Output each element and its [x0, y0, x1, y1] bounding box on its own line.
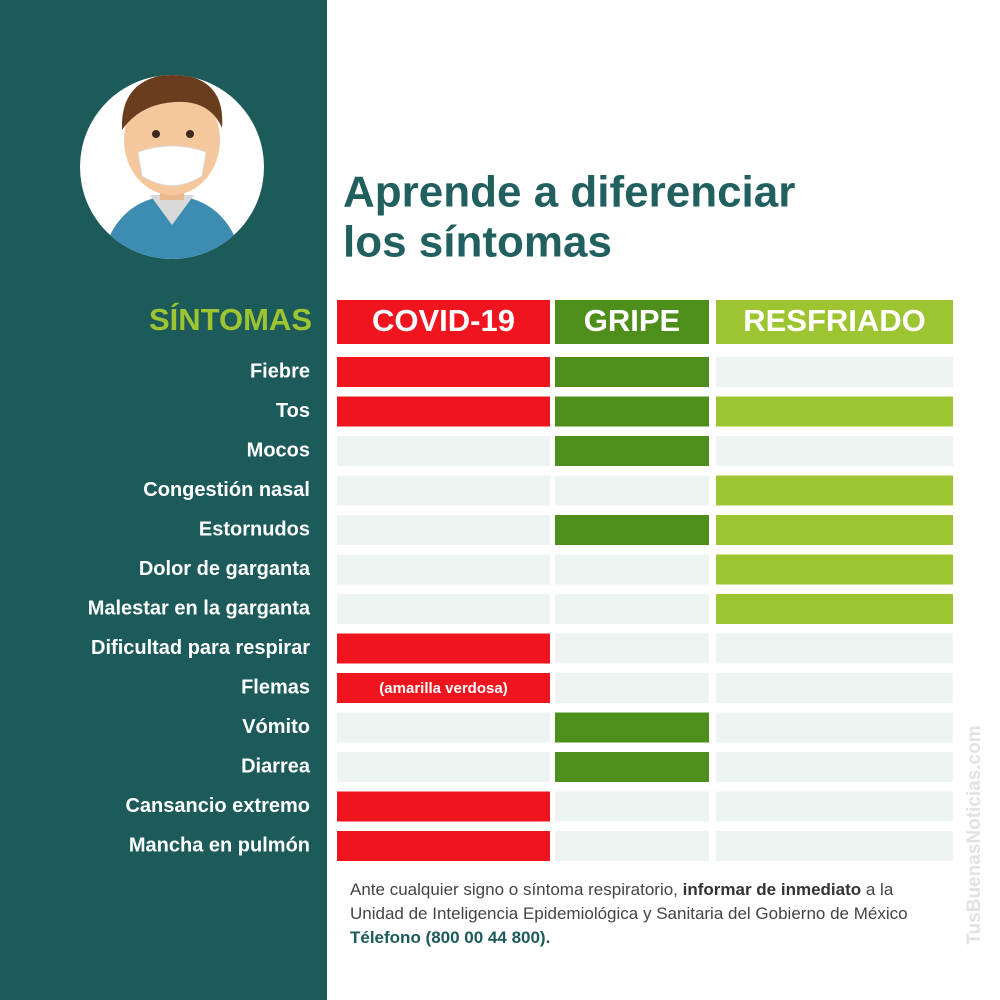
column-header: COVID-19 — [372, 303, 515, 338]
symptom-label: Tos — [276, 400, 310, 422]
cell — [337, 396, 550, 427]
row-header: SÍNTOMAS — [149, 302, 312, 337]
symptom-label: Mocos — [247, 439, 310, 461]
cell — [716, 515, 953, 545]
cell — [555, 791, 709, 822]
cell — [716, 673, 953, 703]
cell — [555, 633, 709, 664]
cell — [337, 712, 550, 743]
cell — [716, 396, 953, 427]
symptom-label: Fiebre — [250, 360, 310, 382]
cell — [555, 475, 709, 506]
cell-note: (amarilla verdosa) — [379, 680, 507, 697]
symptom-label: Vómito — [242, 716, 310, 738]
cell — [555, 831, 709, 861]
cell — [337, 515, 550, 545]
footer: Ante cualquier signo o síntoma respirato… — [350, 878, 925, 950]
column-header: RESFRIADO — [743, 303, 926, 338]
cell — [716, 712, 953, 743]
symptom-label: Mancha en pulmón — [129, 834, 310, 856]
footer-text: a la Unidad de Inteligencia Epidemiológi… — [350, 880, 908, 923]
footer-text: Ante cualquier signo o síntoma respirato… — [350, 880, 683, 899]
column-header-bg — [337, 300, 550, 344]
cell — [716, 752, 953, 782]
cell — [337, 475, 550, 506]
cell — [716, 475, 953, 506]
footer-phone: Télefono (800 00 44 800). — [350, 928, 551, 947]
cell — [337, 436, 550, 466]
cell — [716, 436, 953, 466]
cell — [337, 752, 550, 782]
cell — [337, 633, 550, 664]
footer-bold: informar de inmediato — [682, 880, 862, 899]
symptom-label: Diarrea — [241, 755, 311, 777]
column-header-bg — [716, 300, 953, 344]
title-line: los síntomas — [343, 218, 612, 267]
symptom-label: Congestión nasal — [143, 479, 310, 501]
cell — [555, 357, 709, 387]
title-line: Aprende a diferenciar — [343, 168, 795, 217]
cell — [555, 673, 709, 703]
cell — [337, 831, 550, 861]
cell — [716, 633, 953, 664]
column-header: GRIPE — [584, 303, 680, 338]
cell — [716, 831, 953, 861]
cell — [337, 791, 550, 822]
cell — [555, 752, 709, 782]
cell — [337, 594, 550, 624]
cell — [555, 396, 709, 427]
cell — [555, 594, 709, 624]
symptom-label: Estornudos — [199, 518, 310, 540]
avatar — [80, 75, 264, 259]
cell — [555, 712, 709, 743]
cell — [337, 357, 550, 387]
cell — [555, 436, 709, 466]
cell — [716, 357, 953, 387]
watermark: TusBuenasNoticias.com — [964, 725, 985, 944]
cell — [337, 673, 550, 703]
symptom-label: Malestar en la garganta — [88, 597, 311, 619]
symptom-label: Flemas — [241, 676, 310, 698]
cell — [555, 515, 709, 545]
cell — [716, 554, 953, 585]
cell — [716, 791, 953, 822]
cell — [716, 594, 953, 624]
symptom-label: Dificultad para respirar — [91, 637, 310, 659]
cell — [555, 554, 709, 585]
column-header-bg — [555, 300, 709, 344]
symptom-label: Cansancio extremo — [125, 795, 310, 817]
cell — [337, 554, 550, 585]
symptom-label: Dolor de garganta — [139, 558, 311, 580]
